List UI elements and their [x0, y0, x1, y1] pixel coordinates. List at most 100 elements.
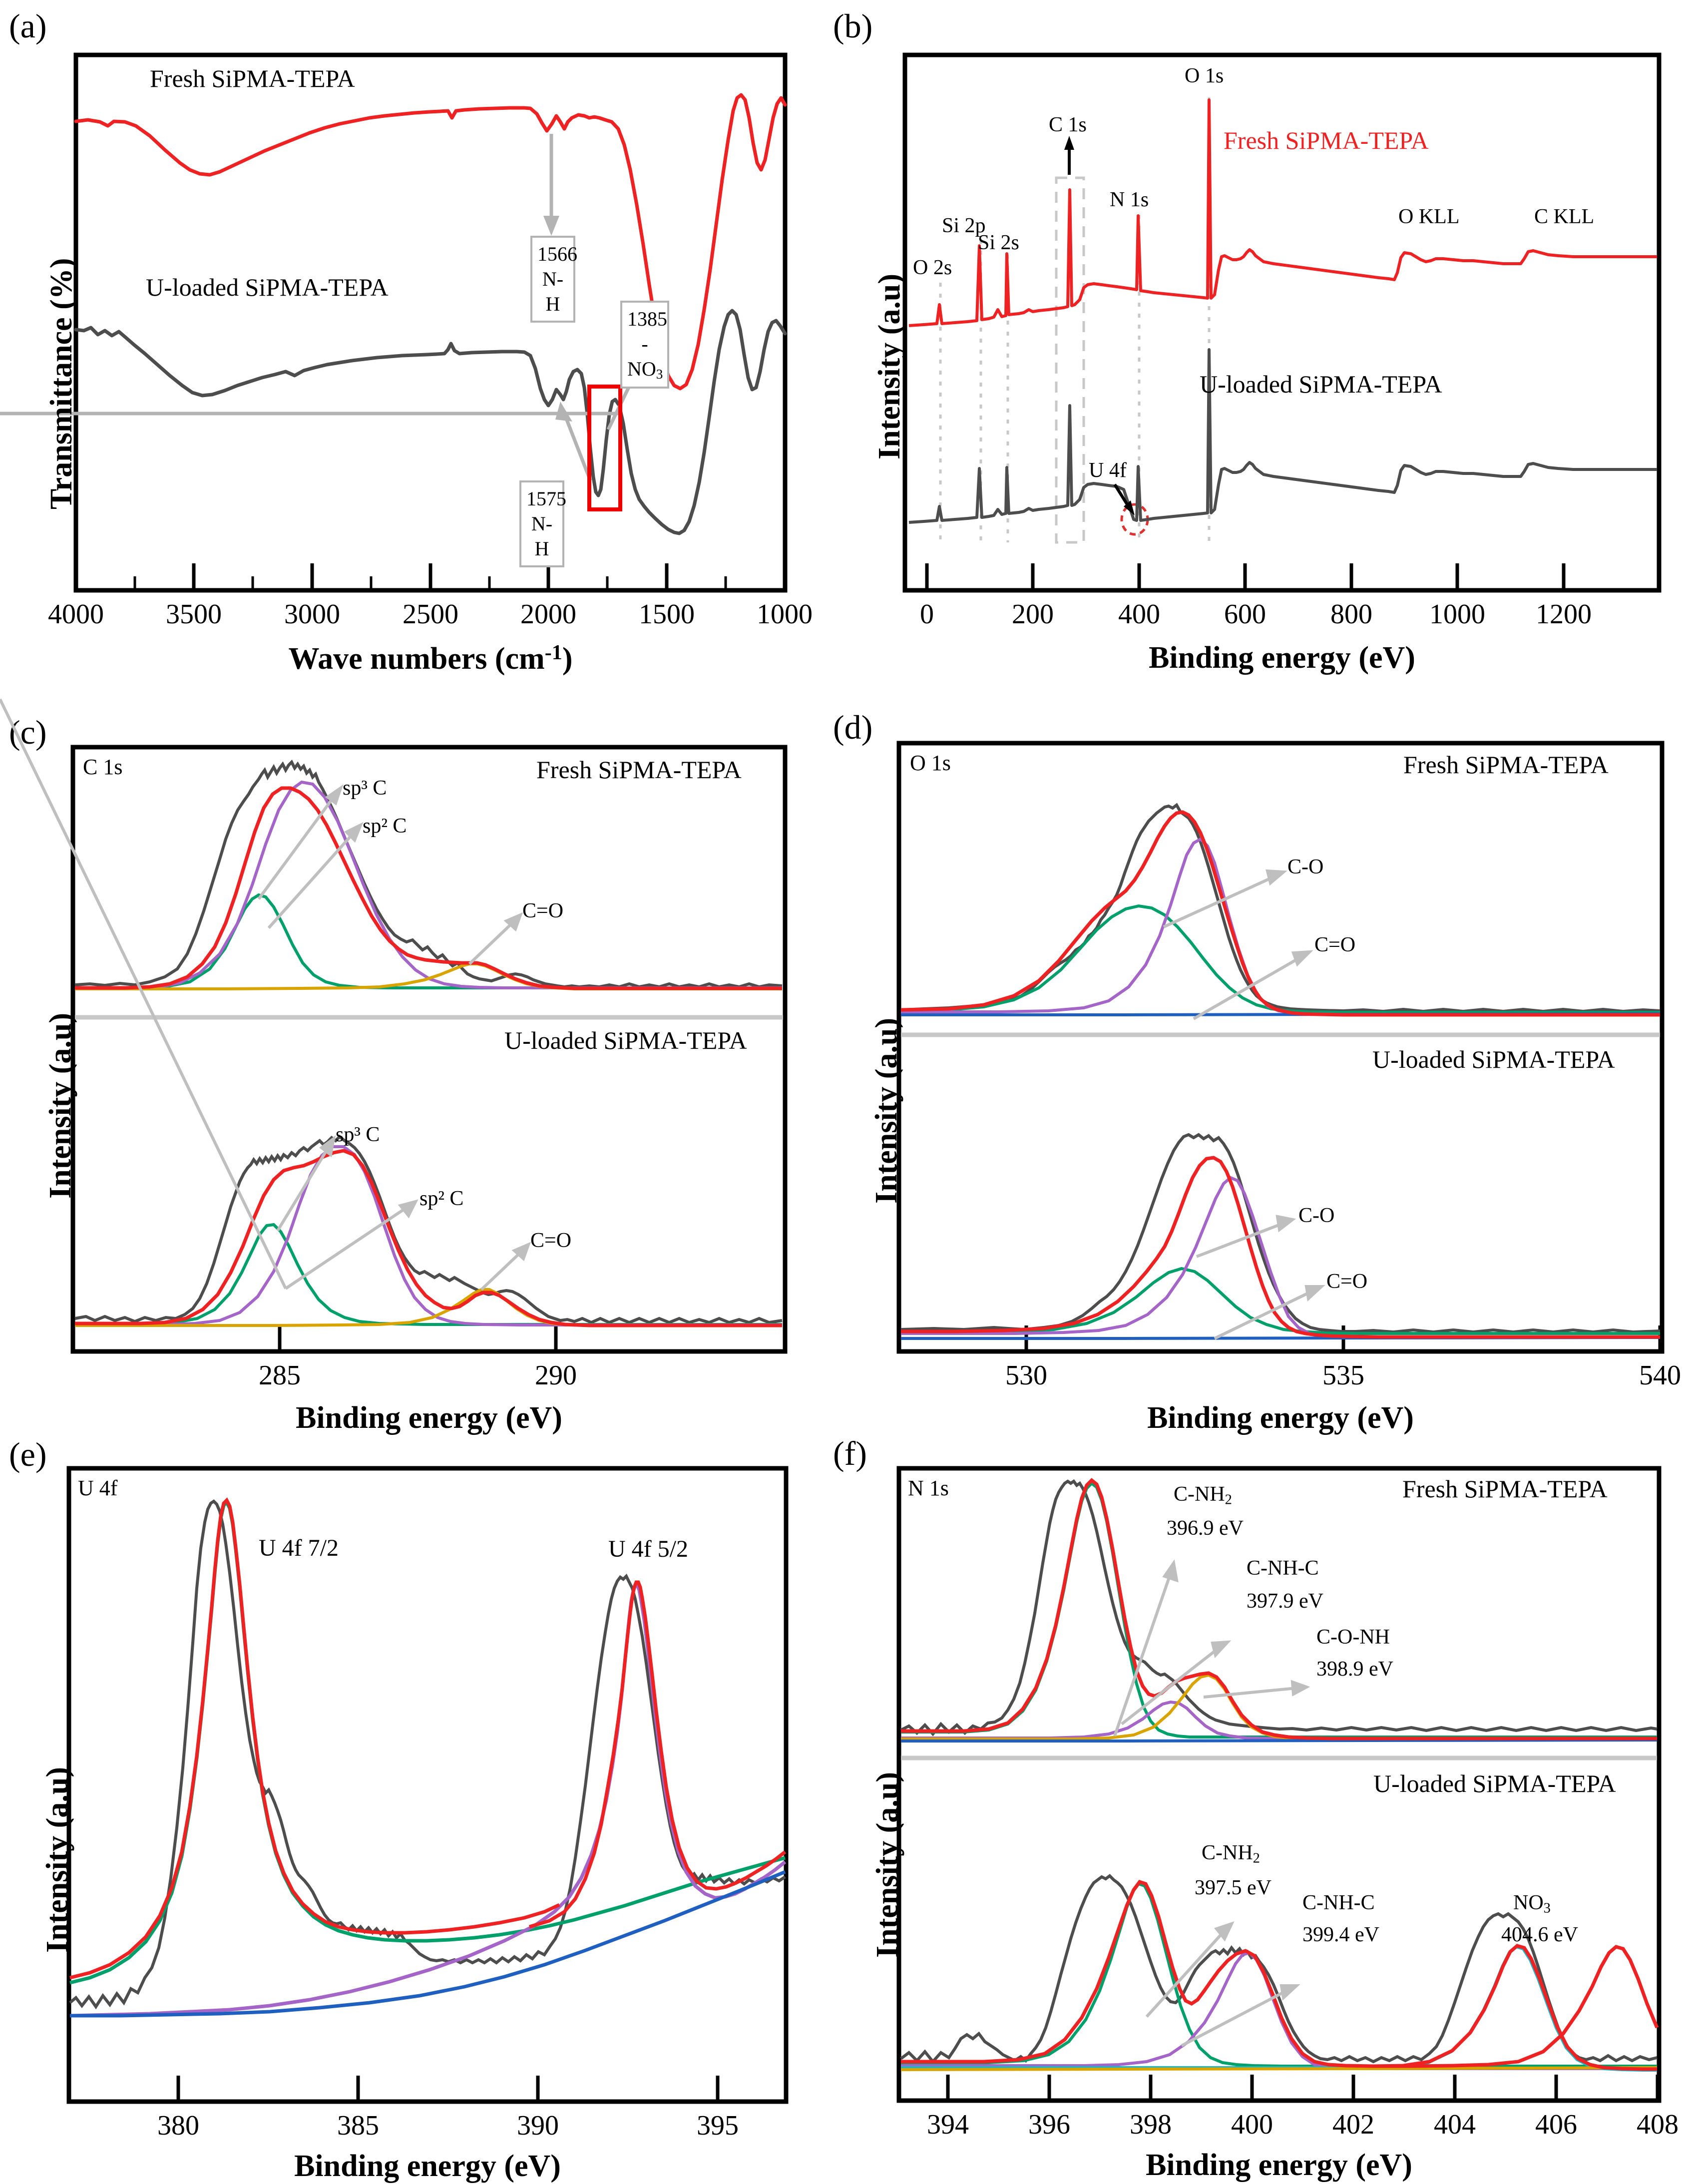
- panel-a-highlight-box: [587, 385, 622, 511]
- panel-a-xtick-6: 1000: [757, 599, 813, 630]
- panel-b-peak-okll: O KLL: [1398, 205, 1460, 228]
- panel-c-top-title: Fresh SiPMA-TEPA: [536, 756, 742, 784]
- panel-c-top-sp3: [75, 780, 782, 989]
- panel-d-top-label-co: C-O: [1287, 856, 1324, 878]
- panel-d-bot-title: U-loaded SiPMA-TEPA: [1372, 1045, 1615, 1073]
- panel-d-xaxis-title: Binding energy (eV): [1147, 1401, 1414, 1435]
- panel-d-bot-label-co: C-O: [1298, 1204, 1335, 1227]
- panel-b-series-label-fresh: Fresh SiPMA-TEPA: [1224, 126, 1429, 154]
- panel-a-ann1566-assign: N-H: [542, 268, 564, 315]
- panel-b-xtick-6: 1200: [1536, 599, 1592, 630]
- panel-c-bot-raw: [74, 1134, 783, 1324]
- panel-d-yaxis-title: Intensity (a.u): [869, 1017, 903, 1204]
- panel-d-bot-ceqo: [901, 1267, 1660, 1335]
- panel-a-ann1385-value: 1385: [627, 308, 667, 330]
- panel-e-xtick-1: 385: [337, 2110, 379, 2141]
- panel-b-xticks: [925, 563, 1566, 590]
- panel-f-xaxis-title: Binding energy (eV): [1146, 2148, 1412, 2182]
- panel-c-bot-sp3: [75, 1145, 782, 1326]
- panel-f-top-energy-cnh2: 396.9 eV: [1167, 1517, 1244, 1540]
- panel-c-xtick-0: 285: [259, 1360, 301, 1391]
- panel-e-xaxis-title: Binding energy (eV): [294, 2149, 561, 2183]
- panel-d-frame: [896, 741, 1665, 1354]
- panel-f-xtick-2: 398: [1130, 2109, 1172, 2140]
- panel-c-xticks: [278, 1325, 558, 1351]
- panel-f-xtick-6: 406: [1535, 2109, 1577, 2140]
- panel-b-yaxis-title: Intensity (a.u): [872, 273, 906, 459]
- panel-f-top-cnhc: [901, 1700, 1657, 1741]
- panel-b-xtick-0: 0: [920, 599, 934, 630]
- panel-c-yaxis-title: Intensity (a.u): [43, 1012, 77, 1199]
- panel-a-series-label-fresh: Fresh SiPMA-TEPA: [150, 64, 355, 92]
- panel-c-top-sp2: [75, 893, 782, 989]
- panel-e-xtick-2: 390: [517, 2110, 559, 2141]
- panel-b-svg: [902, 52, 1662, 593]
- panel-d-bot-label-ceqo: C=O: [1326, 1270, 1368, 1293]
- panel-a-svg: [0, 52, 788, 593]
- panel-c-bot-envelope: [75, 1149, 782, 1327]
- panel-f-bot-envelope-no3: [1373, 1944, 1657, 2071]
- panel-e-tag: (e): [9, 1435, 47, 1473]
- panel-b-xtick-5: 1000: [1429, 599, 1485, 630]
- panel-b-c1s-arrow: [1064, 136, 1074, 175]
- panel-c-xaxis-title: Binding energy (eV): [296, 1401, 562, 1435]
- panel-e-label-5-2: U 4f 5/2: [608, 1536, 688, 1562]
- panel-a-xaxis-title: Wave numbers (cm-1): [288, 641, 573, 676]
- panel-b-tag: (b): [833, 7, 873, 45]
- panel-f-bot-label-cnhc: C-NH-C: [1302, 1891, 1375, 1914]
- panel-b-peak-si2s: Si 2s: [978, 231, 1019, 254]
- panel-f-xtick-4: 402: [1332, 2109, 1374, 2140]
- panel-c-xtick-1: 290: [535, 1360, 577, 1391]
- panel-c-bot-label-sp3: sp³ C: [336, 1123, 380, 1146]
- panel-f-top-label-conh: C-O-NH: [1316, 1626, 1390, 1649]
- panel-d-top-co: [901, 837, 1660, 1016]
- panel-f-n1s: (f): [824, 1408, 1693, 2182]
- panel-b-series-label-uloaded: U-loaded SiPMA-TEPA: [1200, 370, 1442, 398]
- panel-a-xtick-4: 2000: [520, 599, 576, 630]
- panel-d-top-envelope: [900, 810, 1660, 1017]
- panel-e-comp-7-2: [69, 1499, 786, 1985]
- panel-b-peak-ckll: C KLL: [1534, 205, 1595, 228]
- panel-d-top-arrows: [1163, 869, 1313, 1020]
- panel-c-bot-label-sp2: sp² C: [420, 1187, 464, 1210]
- panel-c-svg: [0, 698, 788, 1354]
- panel-e-yaxis-title: Intensity (a.u): [40, 1766, 74, 1953]
- panel-d-bot-raw: [900, 1133, 1661, 1334]
- panel-c-bot-label-co: C=O: [530, 1229, 572, 1252]
- panel-b-xps-survey: (b): [824, 0, 1693, 699]
- panel-e-envelope-right: [528, 1580, 787, 1929]
- panel-b-u4f-arrow: [1113, 483, 1135, 515]
- panel-c-c1s: (c): [0, 698, 824, 1435]
- panel-b-frame: [902, 52, 1662, 593]
- panel-a-xminor: [133, 576, 727, 590]
- panel-a-yaxis-title: Transmittance (%): [44, 258, 78, 509]
- panel-b-peak-c1s: C 1s: [1049, 113, 1087, 136]
- panel-d-bot-co: [901, 1176, 1660, 1339]
- panel-a-xticks: [74, 563, 787, 590]
- panel-f-top-label-cnhc: C-NH-C: [1247, 1557, 1319, 1580]
- panel-a-ann1575-assign: N-H: [531, 512, 553, 560]
- panel-d-top-ceqo: [900, 904, 1660, 1014]
- panel-b-xtick-4: 800: [1330, 599, 1372, 630]
- panel-b-peak-o2s: O 2s: [913, 256, 952, 279]
- panel-f-top-envelope: [901, 1478, 1657, 1741]
- panel-a-annotation-1566: 1566 N-H: [530, 236, 577, 323]
- panel-a-ann1566-value: 1566: [537, 243, 577, 265]
- panel-f-tag: (f): [833, 1434, 867, 1472]
- panel-f-top-energy-conh: 398.9 eV: [1316, 1658, 1393, 1681]
- panel-f-bot-label-no3: NO3: [1513, 1891, 1551, 1916]
- panel-b-peak-u4f: U 4f: [1089, 459, 1127, 482]
- panel-e-svg: [66, 1466, 789, 2104]
- panel-f-xtick-0: 394: [927, 2109, 969, 2140]
- panel-f-top-raw: [900, 1479, 1658, 1737]
- panel-b-peak-n1s: N 1s: [1110, 188, 1149, 211]
- panel-c-top-label-sp2: sp² C: [363, 815, 407, 838]
- panel-a-xtick-0: 4000: [48, 599, 104, 630]
- panel-b-curve-fresh: [908, 98, 1657, 327]
- panel-d-xtick-0: 530: [1005, 1360, 1047, 1391]
- panel-d-bot-arrows: [1196, 1215, 1325, 1340]
- panel-d-bot-envelope: [901, 1156, 1660, 1339]
- panel-c-bot-title: U-loaded SiPMA-TEPA: [504, 1026, 747, 1054]
- panel-a-ann1575-value: 1575: [526, 487, 566, 510]
- panel-f-bot-energy-cnh2: 397.5 eV: [1195, 1876, 1271, 1899]
